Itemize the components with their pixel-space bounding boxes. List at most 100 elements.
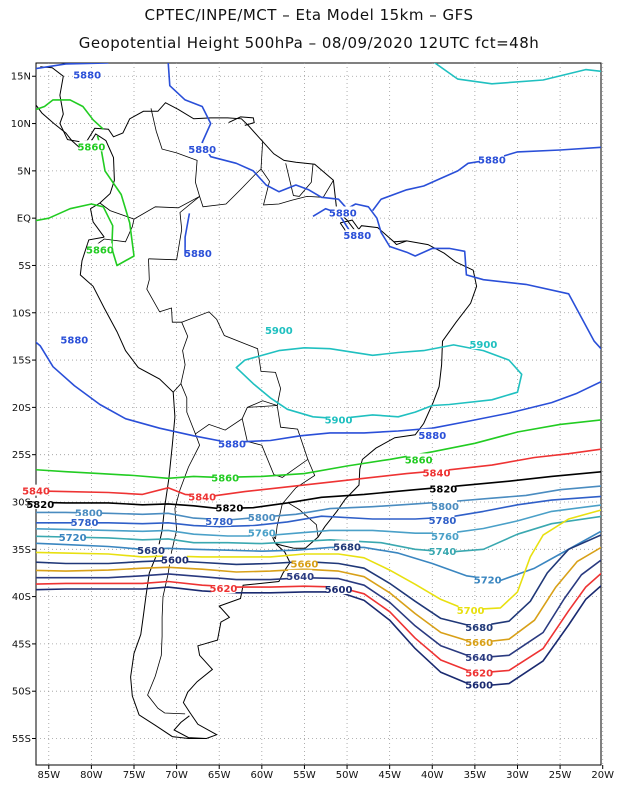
contour-label-background — [467, 636, 492, 648]
contour-label: 5760 — [431, 532, 459, 543]
lon-tick-label: 20W — [591, 770, 614, 781]
contour-label: 5720 — [474, 576, 502, 587]
lon-tick-label: 65W — [208, 770, 231, 781]
lat-tick-label: 55S — [12, 734, 31, 745]
contour-label-background — [335, 540, 360, 552]
contour-label-background — [213, 471, 238, 483]
contour-line-5880 — [371, 146, 601, 212]
contour-line-5660 — [36, 546, 601, 644]
country-border — [88, 202, 135, 251]
contour-label: 5600 — [465, 681, 493, 692]
coastline — [40, 66, 478, 739]
contour-label-background — [420, 428, 445, 440]
contour-label-background — [60, 530, 85, 542]
chart-title-line-1: CPTEC/INPE/MCT – Eta Model 15km – GFS — [144, 6, 474, 24]
country-border — [180, 311, 282, 435]
contour-line-5820 — [36, 471, 601, 510]
contour-label: 5880 — [218, 439, 246, 450]
contour-label-background — [220, 437, 245, 449]
lon-tick-label: 40W — [421, 770, 444, 781]
contour-label: 5680 — [137, 546, 165, 557]
contour-label-background — [292, 557, 317, 569]
chart-title-line-2: Geopotential Height 500hPa – 08/09/2020 … — [78, 34, 540, 52]
contour-label-background — [479, 153, 504, 165]
country-border — [146, 258, 189, 393]
graticule — [36, 63, 604, 765]
contour-label-background — [76, 506, 101, 518]
lon-tick-label: 60W — [251, 770, 274, 781]
contour-label: 5800 — [431, 502, 459, 513]
contour-label-background — [87, 243, 112, 255]
contour-label-background — [79, 140, 104, 152]
contour-label-background — [406, 453, 431, 465]
contour-label-background — [424, 466, 449, 478]
country-border — [148, 196, 200, 261]
contour-line-5860 — [36, 419, 601, 480]
coastline — [393, 240, 407, 246]
contour-label-background — [162, 553, 187, 565]
contour-label: 5880 — [184, 249, 212, 260]
contour-label-background — [345, 229, 370, 241]
lon-tick-label: 35W — [464, 770, 487, 781]
contour-label-background — [326, 583, 351, 595]
contour-line-5840 — [36, 448, 601, 498]
contour-label: 5880 — [60, 335, 88, 346]
contour-label-background — [24, 484, 48, 496]
contour-label-background — [266, 323, 291, 335]
contour-label: 5620 — [210, 584, 238, 595]
lat-tick-label: 15N — [11, 72, 31, 83]
contour-label-background — [207, 514, 232, 526]
contour-label: 5860 — [405, 455, 433, 466]
contour-line-5700 — [36, 509, 601, 611]
contour-label: 5880 — [343, 231, 371, 242]
contour-label-background — [217, 501, 242, 513]
contour-line-5640 — [36, 559, 601, 659]
contour-label: 5840 — [423, 469, 451, 480]
contour-label-background — [458, 603, 483, 615]
lat-tick-label: 35S — [12, 545, 31, 556]
contour-label: 5820 — [429, 485, 457, 496]
lat-tick-label: 5N — [17, 166, 31, 177]
contour-label: 5600 — [325, 585, 353, 596]
contour-label-background — [72, 515, 97, 527]
contour-line-5880 — [184, 213, 191, 256]
lat-tick-label: EQ — [17, 214, 31, 225]
contour-label: 5880 — [418, 431, 446, 442]
contour-label: 5900 — [325, 416, 353, 427]
contour-label: 5700 — [457, 606, 485, 617]
contour-line-5900 — [433, 63, 601, 85]
contour-label-background — [139, 544, 164, 556]
contour-label: 5900 — [265, 326, 293, 337]
contour-label-background — [185, 247, 210, 259]
contour-label-background — [249, 526, 274, 538]
contour-line-5860 — [36, 135, 135, 267]
contour-label-background — [431, 482, 456, 494]
lat-tick-label: 20S — [12, 403, 31, 414]
contour-label: 5800 — [75, 508, 103, 519]
contour-label: 5840 — [188, 492, 216, 503]
country-border — [150, 108, 200, 197]
contour-label-background — [62, 333, 87, 345]
contour-line-5780 — [36, 495, 601, 528]
contour-label: 5640 — [465, 653, 493, 664]
contour-label-background — [190, 490, 215, 502]
contour-line-5760 — [36, 504, 601, 537]
lon-tick-label: 80W — [80, 770, 103, 781]
contour-line-5680 — [36, 534, 601, 628]
lon-tick-label: 55W — [293, 770, 316, 781]
contour-label: 5880 — [329, 208, 357, 219]
contour-label-background — [467, 651, 492, 663]
lat-tick-label: 25S — [12, 450, 31, 461]
contour-label: 5880 — [188, 145, 216, 156]
map-frame — [35, 62, 602, 766]
country-border — [133, 140, 264, 220]
contour-line-5800 — [36, 485, 601, 521]
contour-label: 5600 — [161, 556, 189, 567]
lat-tick-label: 45S — [12, 639, 31, 650]
contour-label-background — [467, 666, 492, 678]
contour-label-background — [475, 573, 500, 585]
contour-label: 5660 — [291, 559, 319, 570]
lon-tick-label: 85W — [37, 770, 60, 781]
contour-line-5620 — [36, 572, 601, 674]
